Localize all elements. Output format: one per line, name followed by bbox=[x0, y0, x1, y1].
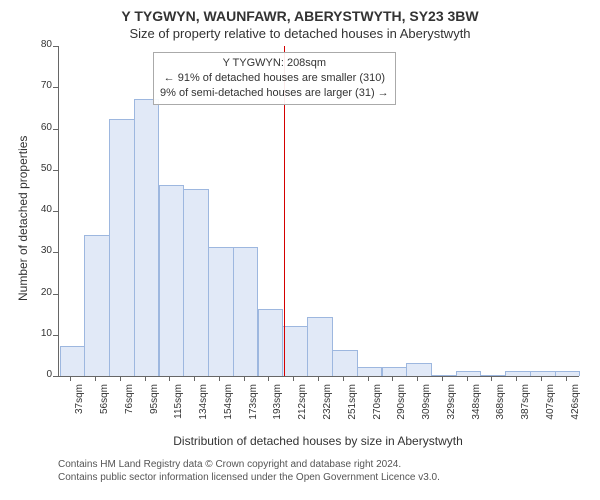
x-tick-label: 95sqm bbox=[149, 384, 160, 428]
annotation-line: 9% of semi-detached houses are larger (3… bbox=[160, 86, 389, 101]
x-tick-label: 37sqm bbox=[74, 384, 85, 428]
histogram-bar bbox=[555, 371, 581, 376]
histogram-bar bbox=[481, 375, 507, 376]
page-subtitle: Size of property relative to detached ho… bbox=[0, 24, 600, 41]
x-tick-mark bbox=[343, 376, 344, 381]
x-tick-label: 232sqm bbox=[322, 384, 333, 428]
x-tick-label: 426sqm bbox=[570, 384, 581, 428]
x-tick-mark bbox=[145, 376, 146, 381]
x-tick-mark bbox=[417, 376, 418, 381]
x-tick-label: 56sqm bbox=[99, 384, 110, 428]
x-tick-label: 387sqm bbox=[520, 384, 531, 428]
y-tick-mark bbox=[53, 294, 58, 295]
x-tick-label: 251sqm bbox=[347, 384, 358, 428]
x-tick-mark bbox=[467, 376, 468, 381]
x-tick-label: 154sqm bbox=[223, 384, 234, 428]
histogram-bar bbox=[258, 309, 284, 376]
y-tick-label: 40 bbox=[28, 204, 52, 215]
x-tick-mark bbox=[244, 376, 245, 381]
x-tick-mark bbox=[194, 376, 195, 381]
y-tick-label: 50 bbox=[28, 163, 52, 174]
x-tick-label: 290sqm bbox=[396, 384, 407, 428]
x-tick-mark bbox=[219, 376, 220, 381]
histogram-bar bbox=[530, 371, 556, 376]
x-tick-mark bbox=[541, 376, 542, 381]
x-tick-mark bbox=[293, 376, 294, 381]
x-tick-label: 212sqm bbox=[297, 384, 308, 428]
x-tick-mark bbox=[368, 376, 369, 381]
x-tick-mark bbox=[566, 376, 567, 381]
y-tick-mark bbox=[53, 252, 58, 253]
x-tick-label: 270sqm bbox=[372, 384, 383, 428]
y-tick-mark bbox=[53, 87, 58, 88]
annotation-box: Y TYGWYN: 208sqm← 91% of detached houses… bbox=[153, 52, 396, 105]
y-tick-mark bbox=[53, 211, 58, 212]
x-tick-mark bbox=[516, 376, 517, 381]
x-tick-label: 193sqm bbox=[272, 384, 283, 428]
histogram-bar bbox=[109, 119, 135, 376]
x-axis-label: Distribution of detached houses by size … bbox=[58, 434, 578, 448]
histogram-bar bbox=[233, 247, 259, 376]
histogram-bar bbox=[505, 371, 531, 376]
x-tick-mark bbox=[318, 376, 319, 381]
x-tick-mark bbox=[442, 376, 443, 381]
y-tick-mark bbox=[53, 170, 58, 171]
histogram-bar bbox=[382, 367, 408, 376]
credits-line-2: Contains public sector information licen… bbox=[58, 471, 440, 484]
histogram-bar bbox=[208, 247, 234, 376]
histogram-bar bbox=[332, 350, 358, 376]
histogram-bar bbox=[60, 346, 86, 376]
annotation-line: ← 91% of detached houses are smaller (31… bbox=[160, 71, 389, 86]
histogram-bar bbox=[84, 235, 110, 376]
y-tick-label: 80 bbox=[28, 39, 52, 50]
y-axis-label: Number of detached properties bbox=[16, 136, 30, 301]
x-tick-mark bbox=[392, 376, 393, 381]
credits-line-1: Contains HM Land Registry data © Crown c… bbox=[58, 458, 440, 471]
x-tick-mark bbox=[491, 376, 492, 381]
credits: Contains HM Land Registry data © Crown c… bbox=[58, 458, 440, 484]
x-tick-label: 134sqm bbox=[198, 384, 209, 428]
y-tick-label: 10 bbox=[28, 328, 52, 339]
x-tick-label: 407sqm bbox=[545, 384, 556, 428]
x-tick-mark bbox=[70, 376, 71, 381]
histogram-bar bbox=[406, 363, 432, 376]
y-tick-mark bbox=[53, 335, 58, 336]
y-tick-mark bbox=[53, 46, 58, 47]
x-tick-label: 348sqm bbox=[471, 384, 482, 428]
x-tick-mark bbox=[268, 376, 269, 381]
histogram-bar bbox=[431, 375, 457, 376]
y-tick-label: 70 bbox=[28, 80, 52, 91]
page-title: Y TYGWYN, WAUNFAWR, ABERYSTWYTH, SY23 3B… bbox=[0, 0, 600, 24]
x-tick-label: 76sqm bbox=[124, 384, 135, 428]
x-tick-mark bbox=[95, 376, 96, 381]
histogram-bar bbox=[282, 326, 308, 377]
x-tick-label: 368sqm bbox=[495, 384, 506, 428]
histogram-bar bbox=[134, 99, 160, 376]
x-tick-mark bbox=[120, 376, 121, 381]
x-tick-label: 115sqm bbox=[173, 384, 184, 428]
y-tick-mark bbox=[53, 376, 58, 377]
y-tick-mark bbox=[53, 129, 58, 130]
y-tick-label: 20 bbox=[28, 287, 52, 298]
x-tick-mark bbox=[169, 376, 170, 381]
histogram-bar bbox=[456, 371, 482, 376]
histogram-bar bbox=[307, 317, 333, 376]
annotation-line: Y TYGWYN: 208sqm bbox=[160, 56, 389, 71]
y-tick-label: 0 bbox=[28, 369, 52, 380]
histogram-bar bbox=[357, 367, 383, 376]
y-tick-label: 60 bbox=[28, 122, 52, 133]
histogram-bar bbox=[183, 189, 209, 376]
x-tick-label: 329sqm bbox=[446, 384, 457, 428]
x-tick-label: 173sqm bbox=[248, 384, 259, 428]
x-tick-label: 309sqm bbox=[421, 384, 432, 428]
y-tick-label: 30 bbox=[28, 245, 52, 256]
histogram-bar bbox=[159, 185, 185, 376]
